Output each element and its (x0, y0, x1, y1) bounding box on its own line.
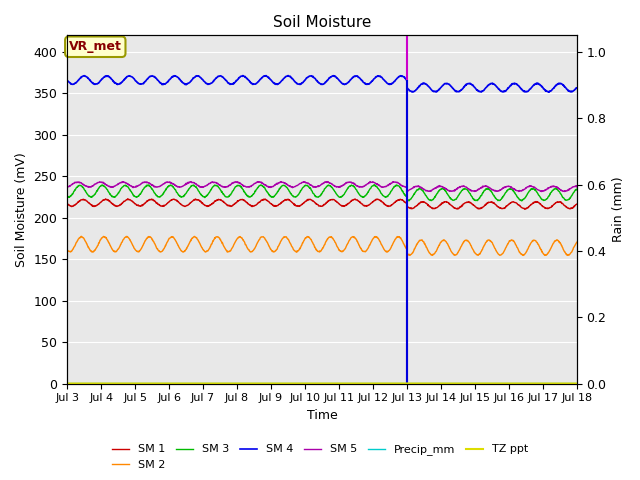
SM 3 (290, 194, 298, 200)
SM 1 (124, 196, 131, 202)
Y-axis label: Rain (mm): Rain (mm) (612, 177, 625, 242)
SM 4 (103, 73, 111, 79)
SM 3 (392, 182, 400, 188)
Y-axis label: Soil Moisture (mV): Soil Moisture (mV) (15, 152, 28, 267)
SM 3 (353, 188, 361, 194)
TZ ppt (300, 381, 307, 386)
Line: SM 3: SM 3 (67, 185, 577, 201)
TZ ppt (280, 381, 287, 386)
SM 2 (280, 234, 287, 240)
SM 5 (538, 189, 545, 194)
SM 1 (280, 198, 287, 204)
SM 1 (573, 201, 580, 207)
SM 5 (366, 179, 374, 184)
SM 3 (103, 186, 111, 192)
SM 4 (280, 76, 287, 82)
SM 5 (290, 184, 298, 190)
X-axis label: Time: Time (307, 409, 337, 422)
TZ ppt (353, 381, 361, 386)
SM 1 (103, 197, 111, 203)
SM 3 (63, 194, 71, 200)
SM 1 (291, 202, 298, 208)
Precip_mm (573, 381, 580, 386)
TZ ppt (290, 381, 298, 386)
SM 4 (284, 72, 292, 78)
SM 1 (63, 201, 71, 206)
TZ ppt (124, 381, 131, 386)
SM 2 (519, 252, 527, 258)
Precip_mm (300, 381, 307, 386)
SM 4 (124, 73, 131, 79)
SM 1 (124, 196, 132, 202)
SM 4 (573, 85, 580, 91)
SM 2 (354, 239, 362, 244)
SM 2 (63, 247, 71, 252)
SM 3 (280, 182, 287, 188)
Precip_mm (353, 381, 361, 386)
SM 5 (573, 183, 580, 189)
Line: SM 4: SM 4 (67, 75, 577, 92)
SM 1 (354, 197, 362, 203)
SM 5 (103, 182, 111, 188)
Text: VR_met: VR_met (69, 40, 122, 53)
Precip_mm (280, 381, 287, 386)
TZ ppt (103, 381, 111, 386)
SM 4 (63, 77, 71, 83)
SM 3 (405, 198, 413, 204)
Line: SM 5: SM 5 (67, 181, 577, 192)
SM 5 (353, 183, 361, 189)
Precip_mm (124, 381, 131, 386)
TZ ppt (573, 381, 580, 386)
SM 3 (300, 184, 307, 190)
Precip_mm (290, 381, 298, 386)
SM 2 (103, 237, 111, 242)
Legend: SM 1, SM 2, SM 3, SM 4, SM 5, Precip_mm, TZ ppt: SM 1, SM 2, SM 3, SM 4, SM 5, Precip_mm,… (108, 440, 532, 474)
SM 2 (300, 239, 307, 245)
SM 4 (291, 78, 298, 84)
SM 4 (354, 73, 362, 79)
SM 5 (300, 179, 307, 185)
Precip_mm (103, 381, 111, 386)
Title: Soil Moisture: Soil Moisture (273, 15, 371, 30)
SM 3 (124, 184, 131, 190)
SM 2 (77, 233, 85, 239)
Line: SM 1: SM 1 (67, 199, 577, 209)
SM 2 (573, 240, 580, 245)
SM 1 (521, 206, 529, 212)
SM 5 (124, 181, 131, 187)
Precip_mm (63, 381, 71, 386)
SM 4 (300, 79, 307, 85)
Line: SM 2: SM 2 (67, 236, 577, 255)
TZ ppt (63, 381, 71, 386)
SM 4 (545, 89, 553, 95)
SM 1 (300, 201, 307, 206)
SM 5 (63, 184, 71, 190)
SM 3 (573, 187, 580, 192)
SM 2 (124, 234, 131, 240)
SM 2 (291, 248, 298, 253)
SM 5 (280, 180, 287, 185)
